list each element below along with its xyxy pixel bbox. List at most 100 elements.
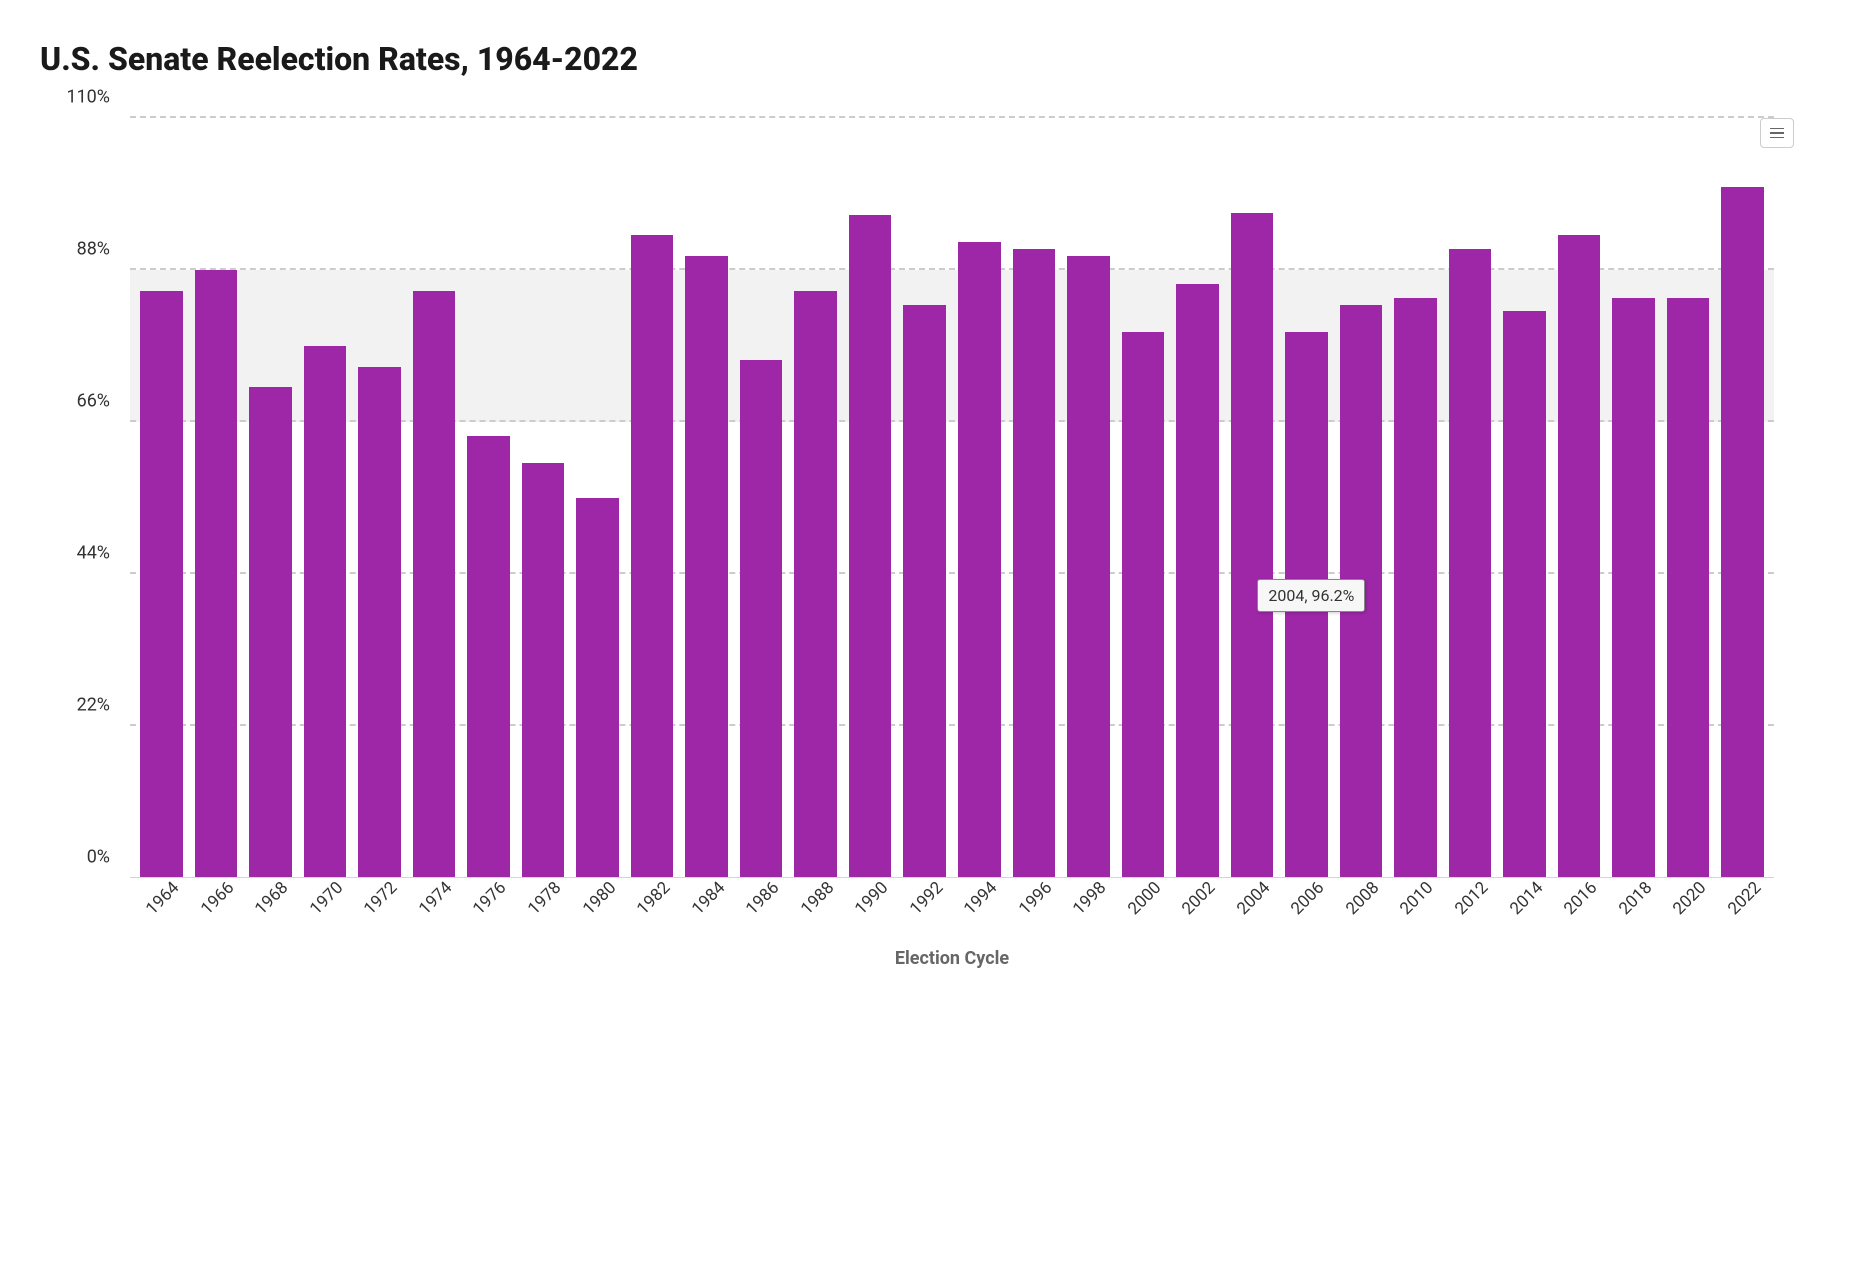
x-label-slot: 1974: [407, 878, 462, 938]
x-tick-label: 2006: [1288, 878, 1329, 919]
y-tick-label: 22%: [77, 695, 110, 716]
x-tick-label: 1976: [470, 878, 511, 919]
bar[interactable]: [304, 346, 347, 878]
bar-slot: [407, 118, 462, 878]
y-tick-label: 66%: [77, 391, 110, 412]
bar[interactable]: [1449, 249, 1492, 878]
bars-group: [130, 118, 1774, 878]
bar[interactable]: [958, 242, 1001, 878]
tooltip-text: 2004, 96.2%: [1268, 586, 1354, 605]
x-axis-labels: 1964196619681970197219741976197819801982…: [130, 878, 1774, 938]
bar-slot: [788, 118, 843, 878]
bar[interactable]: [685, 256, 728, 878]
x-label-slot: 1996: [1007, 878, 1062, 938]
bar[interactable]: [576, 498, 619, 878]
x-tick-label: 2010: [1397, 878, 1438, 919]
x-tick-label: 1972: [360, 878, 401, 919]
bar[interactable]: [631, 235, 674, 878]
y-tick-label: 110%: [66, 87, 110, 108]
bar[interactable]: [1122, 332, 1165, 878]
x-tick-label: 1970: [306, 878, 347, 919]
x-tick-label: 1998: [1069, 878, 1110, 919]
bar-slot: [734, 118, 789, 878]
y-tick-label: 88%: [77, 239, 110, 260]
x-axis-title: Election Cycle: [130, 948, 1774, 969]
x-label-slot: 1980: [570, 878, 625, 938]
x-label-slot: 1982: [625, 878, 680, 938]
x-tick-label: 1974: [415, 878, 456, 919]
bar-slot: [1279, 118, 1334, 878]
x-label-slot: 2016: [1552, 878, 1607, 938]
plot-wrapper: 0%22%44%66%88%110% 2004, 96.2% 196419661…: [40, 118, 1814, 969]
x-tick-label: 2008: [1342, 878, 1383, 919]
bar[interactable]: [249, 387, 292, 878]
x-label-slot: 2018: [1606, 878, 1661, 938]
x-label-slot: 2006: [1279, 878, 1334, 938]
x-label-slot: 1998: [1061, 878, 1116, 938]
chart-container: U.S. Senate Reelection Rates, 1964-2022 …: [40, 40, 1814, 969]
plot-area: 0%22%44%66%88%110% 2004, 96.2%: [130, 118, 1774, 878]
bar[interactable]: [1721, 187, 1764, 878]
y-axis: 0%22%44%66%88%110%: [40, 118, 120, 878]
bar[interactable]: [195, 270, 238, 878]
x-label-slot: 1972: [352, 878, 407, 938]
x-tick-label: 2020: [1669, 878, 1710, 919]
bar-slot: [1334, 118, 1389, 878]
bar[interactable]: [1067, 256, 1110, 878]
x-label-slot: 1994: [952, 878, 1007, 938]
bar[interactable]: [903, 305, 946, 878]
bar[interactable]: [522, 463, 565, 878]
bar[interactable]: [1667, 298, 1710, 878]
bar-slot: [243, 118, 298, 878]
bar-slot: [134, 118, 189, 878]
bar[interactable]: [740, 360, 783, 878]
bar[interactable]: [1176, 284, 1219, 878]
bar[interactable]: [849, 215, 892, 878]
x-tick-label: 1964: [142, 878, 183, 919]
bar[interactable]: [1394, 298, 1437, 878]
y-tick-label: 44%: [77, 543, 110, 564]
bar-slot: [625, 118, 680, 878]
x-tick-label: 1996: [1015, 878, 1056, 919]
x-tick-label: 1968: [251, 878, 292, 919]
bar[interactable]: [794, 291, 837, 878]
x-tick-label: 2022: [1724, 878, 1765, 919]
x-label-slot: 2008: [1334, 878, 1389, 938]
x-label-slot: 2012: [1443, 878, 1498, 938]
bar-slot: [298, 118, 353, 878]
x-tick-label: 1988: [797, 878, 838, 919]
bar-slot: [1552, 118, 1607, 878]
x-label-slot: 1970: [298, 878, 353, 938]
bar[interactable]: [1231, 213, 1274, 878]
bar[interactable]: [1503, 311, 1546, 878]
x-label-slot: 1992: [897, 878, 952, 938]
x-tick-label: 2014: [1506, 878, 1547, 919]
y-tick-label: 0%: [87, 847, 110, 868]
x-label-slot: 2020: [1661, 878, 1716, 938]
bar-slot: [1007, 118, 1062, 878]
x-tick-label: 1994: [960, 878, 1001, 919]
x-label-slot: 2000: [1116, 878, 1171, 938]
bar-slot: [461, 118, 516, 878]
bar-slot: [1661, 118, 1716, 878]
bar-slot: [897, 118, 952, 878]
x-label-slot: 1976: [461, 878, 516, 938]
bar[interactable]: [413, 291, 456, 878]
bar-slot: [1606, 118, 1661, 878]
bar[interactable]: [467, 436, 510, 878]
bar[interactable]: [1612, 298, 1655, 878]
bar-slot: [952, 118, 1007, 878]
x-tick-label: 2012: [1451, 878, 1492, 919]
x-label-slot: 2010: [1388, 878, 1443, 938]
bar[interactable]: [358, 367, 401, 878]
bar-slot: [679, 118, 734, 878]
x-label-slot: 1984: [679, 878, 734, 938]
bar-slot: [1116, 118, 1171, 878]
bar-slot: [843, 118, 898, 878]
bar-slot: [1225, 118, 1280, 878]
bar[interactable]: [140, 291, 183, 878]
x-tick-label: 1992: [906, 878, 947, 919]
bar[interactable]: [1013, 249, 1056, 878]
chart-title: U.S. Senate Reelection Rates, 1964-2022: [40, 40, 1814, 78]
bar[interactable]: [1558, 235, 1601, 878]
